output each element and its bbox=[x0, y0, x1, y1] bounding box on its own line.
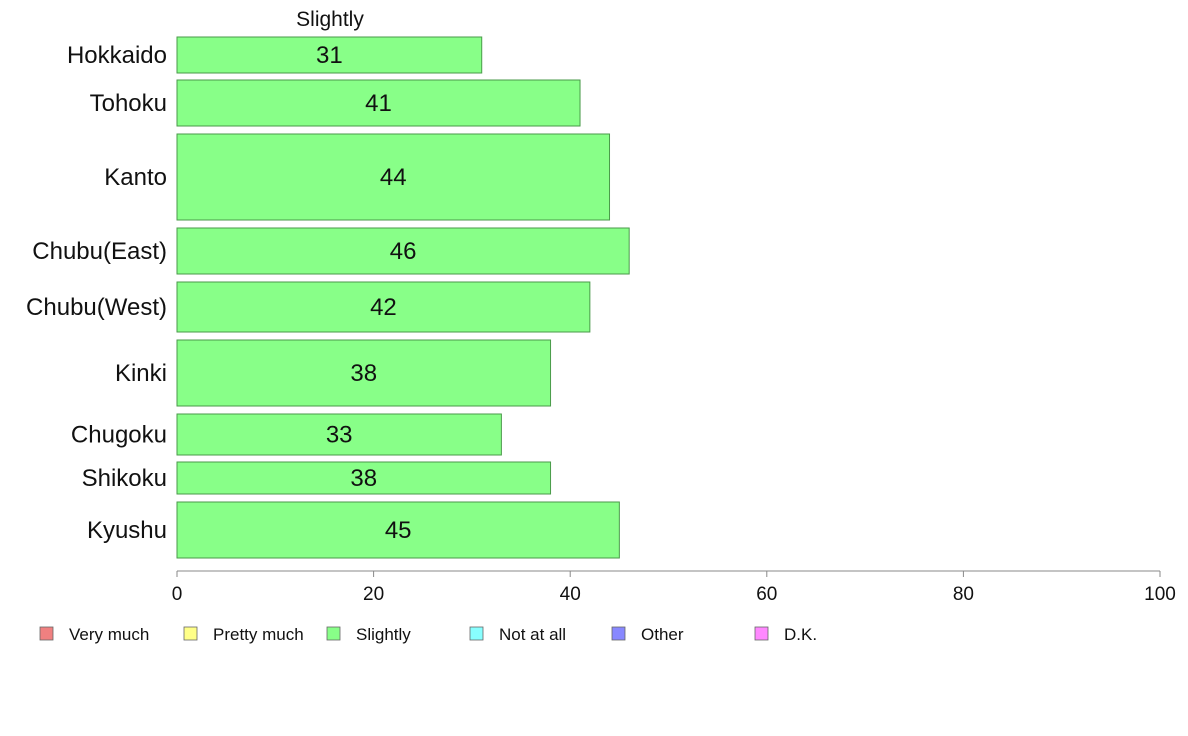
value-label: 31 bbox=[316, 42, 343, 69]
category-label: Chugoku bbox=[71, 422, 167, 449]
value-label: 33 bbox=[326, 422, 353, 449]
x-tick-label: 60 bbox=[756, 584, 777, 605]
x-tick-label: 40 bbox=[560, 584, 581, 605]
category-label: Chubu(West) bbox=[26, 294, 167, 321]
legend: Very much Pretty much Slightly Not at all Ot… bbox=[39, 625, 817, 644]
value-label: 42 bbox=[370, 294, 397, 321]
bar bbox=[176, 281, 591, 333]
legend-label: Slightly bbox=[356, 625, 411, 644]
value-label: 46 bbox=[390, 238, 417, 265]
bars-group: Hokkaido 31 Tohoku 41 Kanto 44 Chubu(East) 46 Ch… bbox=[26, 36, 630, 559]
legend-swatch bbox=[611, 626, 626, 641]
x-tick-label: 0 bbox=[172, 584, 183, 605]
bar bbox=[176, 79, 581, 127]
category-label: Kyushu bbox=[87, 517, 167, 544]
value-label: 38 bbox=[350, 360, 377, 387]
value-label: 38 bbox=[350, 465, 377, 492]
x-tick-label: 100 bbox=[1144, 584, 1176, 605]
x-axis: 0 20 40 60 80 100 bbox=[172, 570, 1176, 605]
bar bbox=[176, 501, 620, 559]
legend-label: Very much bbox=[69, 625, 149, 644]
legend-label: Other bbox=[641, 625, 684, 644]
legend-swatch bbox=[754, 626, 769, 641]
legend-swatch bbox=[469, 626, 484, 641]
category-label: Hokkaido bbox=[67, 42, 167, 69]
category-label: Shikoku bbox=[82, 465, 167, 492]
value-label: 45 bbox=[385, 517, 412, 544]
category-label: Chubu(East) bbox=[32, 238, 167, 265]
bar bbox=[176, 461, 552, 495]
value-label: 41 bbox=[365, 90, 392, 117]
series-title: Slightly bbox=[296, 8, 364, 31]
legend-label: Not at all bbox=[499, 625, 566, 644]
bar bbox=[176, 339, 552, 407]
legend-label: Pretty much bbox=[213, 625, 304, 644]
legend-label: D.K. bbox=[784, 625, 817, 644]
category-label: Tohoku bbox=[90, 90, 167, 117]
legend-swatch bbox=[326, 626, 341, 641]
legend-swatch bbox=[39, 626, 54, 641]
value-label: 44 bbox=[380, 164, 407, 191]
bar bbox=[176, 413, 502, 456]
legend-swatch bbox=[183, 626, 198, 641]
x-tick-label: 80 bbox=[953, 584, 974, 605]
bar bbox=[176, 36, 483, 74]
category-label: Kanto bbox=[104, 164, 167, 191]
category-label: Kinki bbox=[115, 360, 167, 387]
x-tick-label: 20 bbox=[363, 584, 384, 605]
bar bbox=[176, 133, 611, 221]
bar bbox=[176, 227, 630, 275]
